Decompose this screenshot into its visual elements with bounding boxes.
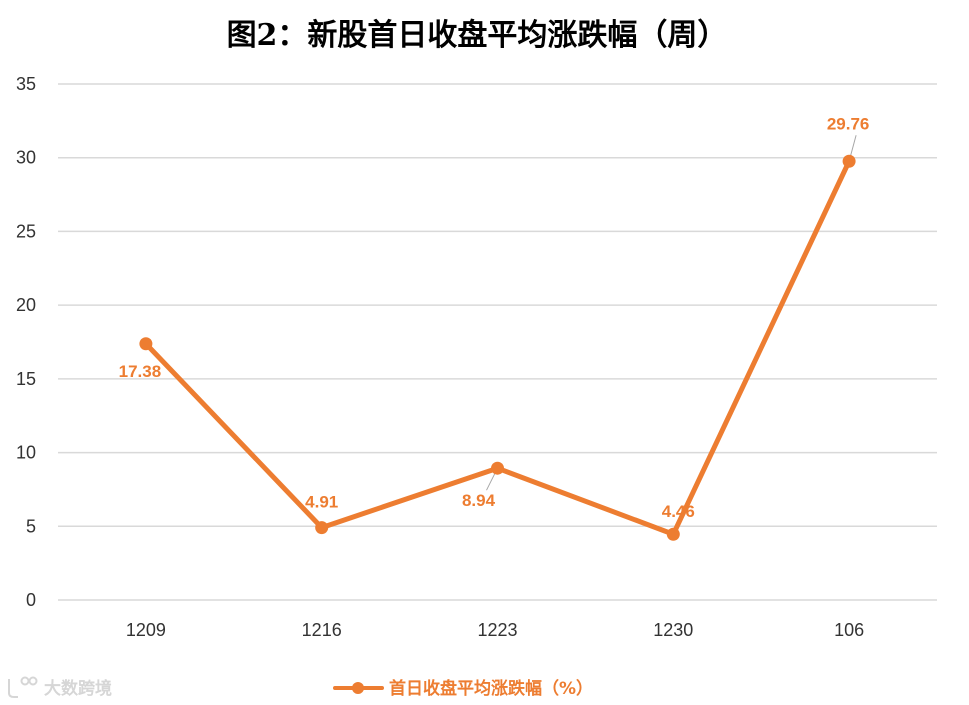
legend-series-label: 首日收盘平均涨跌幅（%） bbox=[389, 678, 593, 699]
data-point bbox=[315, 521, 329, 535]
y-tick-label: 25 bbox=[16, 221, 36, 241]
x-tick-label: 1230 bbox=[653, 620, 693, 640]
data-point bbox=[666, 527, 680, 541]
y-tick-label: 20 bbox=[16, 295, 36, 315]
label-leader-lines bbox=[486, 135, 857, 491]
y-tick-label: 5 bbox=[26, 516, 36, 536]
y-tick-label: 10 bbox=[16, 443, 36, 463]
series-line-layer bbox=[143, 158, 852, 537]
data-label: 4.46 bbox=[662, 502, 695, 521]
x-tick-label: 1223 bbox=[477, 620, 517, 640]
watermark: 大数跨境 bbox=[8, 676, 112, 699]
y-tick-label: 35 bbox=[16, 74, 36, 94]
data-label: 29.76 bbox=[827, 114, 870, 133]
y-axis-ticks: 0 5 10 15 20 25 30 35 bbox=[16, 74, 36, 610]
chart-title: 图2：新股首日收盘平均涨跌幅（周） bbox=[227, 18, 728, 53]
y-tick-label: 0 bbox=[26, 590, 36, 610]
data-label: 8.94 bbox=[462, 491, 496, 510]
data-point bbox=[842, 154, 856, 168]
legend: 首日收盘平均涨跌幅（%） bbox=[333, 678, 593, 699]
gridlines bbox=[58, 83, 937, 601]
watermark-text: 大数跨境 bbox=[44, 678, 112, 699]
x-tick-label: 1216 bbox=[302, 620, 342, 640]
data-point bbox=[139, 337, 153, 351]
data-label: 4.91 bbox=[305, 493, 338, 512]
x-axis-ticks: 1209 1216 1223 1230 106 bbox=[126, 620, 864, 640]
data-point bbox=[491, 461, 504, 475]
legend-series-swatch-marker bbox=[352, 682, 364, 694]
y-tick-label: 15 bbox=[16, 369, 36, 389]
x-tick-label: 106 bbox=[834, 620, 864, 640]
data-labels: 17.38 4.91 8.94 4.46 29.76 bbox=[119, 114, 870, 521]
y-tick-label: 30 bbox=[16, 148, 36, 168]
data-points bbox=[139, 154, 856, 541]
watermark-logo-icon bbox=[8, 676, 38, 698]
x-tick-label: 1209 bbox=[126, 620, 166, 640]
data-label: 17.38 bbox=[119, 362, 162, 381]
series-line bbox=[143, 158, 852, 537]
